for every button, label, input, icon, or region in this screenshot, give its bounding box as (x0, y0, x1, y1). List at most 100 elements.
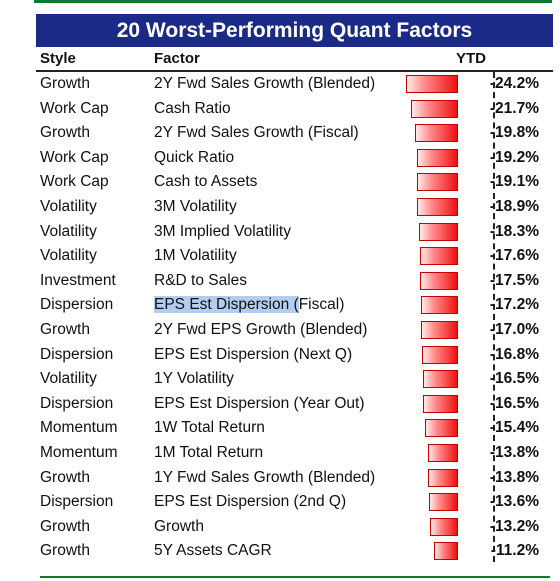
row-ytd: -13.8% (489, 443, 539, 461)
row-factor[interactable]: 2Y Fwd Sales Growth (Blended) (154, 75, 376, 92)
row-style: Growth (40, 320, 90, 338)
row-factor[interactable]: Growth (154, 517, 204, 535)
row-factor[interactable]: 5Y Assets CAGR (154, 542, 272, 560)
table-row: Volatility 1Y Volatility -16.5% (36, 367, 553, 392)
row-ytd: -16.5% (489, 370, 539, 388)
row-style: Work Cap (40, 148, 109, 166)
row-factor[interactable]: 3M Implied Volatility (154, 222, 291, 240)
row-style: Momentum (40, 419, 118, 437)
row-ytd: -17.6% (489, 247, 539, 265)
row-ytd: -13.6% (489, 493, 539, 511)
ytd-bar (416, 173, 458, 192)
row-ytd: -13.8% (489, 468, 539, 486)
ytd-bar (417, 197, 458, 216)
table-title: 20 Worst-Performing Quant Factors (36, 14, 553, 47)
row-factor[interactable]: 1W Total Return (154, 419, 265, 437)
row-factor[interactable]: R&D to Sales (154, 271, 248, 289)
row-factor[interactable]: 1M Volatility (154, 247, 237, 265)
ytd-bar (428, 468, 458, 487)
ytd-bar (411, 99, 458, 118)
row-factor-rest: Fiscal) (298, 296, 345, 314)
row-ytd: -17.5% (489, 271, 539, 289)
row-ytd: -19.8% (489, 124, 539, 142)
header-factor: Factor (154, 50, 200, 67)
table-row: Growth 2Y Fwd EPS Growth (Blended) -17.0% (36, 318, 553, 343)
table-row: Growth Growth -13.2% (36, 515, 553, 540)
table-row: Volatility 1M Volatility -17.6% (36, 244, 553, 269)
row-factor[interactable]: EPS Est Dispersion (2nd Q) (154, 493, 347, 511)
row-style: Dispersion (40, 296, 114, 314)
row-style: Work Cap (40, 99, 109, 117)
text-selection-highlight[interactable]: EPS Est Dispersion ( (154, 296, 299, 314)
ytd-bar (429, 517, 458, 536)
row-style: Growth (40, 517, 90, 535)
row-factor[interactable]: Quick Ratio (154, 148, 235, 166)
table-row: Growth 5Y Assets CAGR -11.2% (36, 539, 553, 564)
row-style: Dispersion (40, 394, 114, 412)
table-row: Momentum 1W Total Return -15.4% (36, 416, 553, 441)
row-ytd: -15.4% (489, 419, 539, 437)
row-ytd: -13.2% (489, 517, 539, 535)
header-ytd: YTD (456, 50, 486, 67)
ytd-bar (428, 443, 458, 462)
row-ytd: -18.9% (489, 197, 539, 215)
ytd-bar (406, 75, 458, 93)
row-factor[interactable]: 2Y Fwd Sales Growth (Fiscal) (154, 124, 359, 142)
row-factor[interactable]: 1M Total Return (154, 443, 264, 461)
table-row: Volatility 3M Implied Volatility -18.3% (36, 220, 553, 245)
table-header: Style Factor YTD (36, 48, 553, 72)
row-factor[interactable]: EPS Est Dispersion (Next Q) (154, 345, 353, 363)
ytd-bar (424, 419, 458, 438)
ytd-bar (421, 296, 458, 315)
table-row: Investment R&D to Sales -17.5% (36, 269, 553, 294)
row-ytd: -17.0% (489, 320, 539, 338)
row-factor[interactable]: 1Y Fwd Sales Growth (Blended) (154, 468, 376, 486)
ytd-bar (433, 542, 458, 561)
row-ytd: -17.2% (489, 296, 539, 314)
row-factor[interactable]: 2Y Fwd EPS Growth (Blended) (154, 320, 368, 338)
row-factor[interactable]: EPS Est Dispersion (Fiscal) (154, 296, 344, 314)
table-row: Growth 2Y Fwd Sales Growth (Blended) -24.2… (36, 72, 553, 97)
ytd-bar (422, 394, 458, 413)
row-style: Volatility (40, 370, 97, 388)
ytd-bar (418, 222, 458, 241)
row-ytd: -24.2% (489, 75, 539, 92)
row-ytd: -19.1% (489, 173, 539, 191)
table-row: Dispersion EPS Est Dispersion (Next Q) -16… (36, 343, 553, 368)
row-style: Volatility (40, 247, 97, 265)
row-factor[interactable]: Cash to Assets (154, 173, 258, 191)
ytd-bar (422, 370, 458, 389)
table-row: Volatility 3M Volatility -18.9% (36, 195, 553, 220)
row-style: Work Cap (40, 173, 109, 191)
ytd-bar (421, 320, 458, 339)
row-ytd: -19.2% (489, 148, 539, 166)
row-factor[interactable]: EPS Est Dispersion (Year Out) (154, 394, 365, 412)
row-ytd: -21.7% (489, 99, 539, 117)
row-style: Growth (40, 542, 90, 560)
row-factor[interactable]: 1Y Volatility (154, 370, 234, 388)
table-row: Momentum 1M Total Return -13.8% (36, 441, 553, 466)
ytd-bar (415, 124, 458, 143)
row-factor[interactable]: Cash Ratio (154, 99, 231, 117)
table-row: Dispersion EPS Est Dispersion (Fiscal) -17… (36, 293, 553, 318)
table-row: Dispersion EPS Est Dispersion (2nd Q) -13.… (36, 490, 553, 515)
table-row: Dispersion EPS Est Dispersion (Year Out) -… (36, 392, 553, 417)
table-body: Growth 2Y Fwd Sales Growth (Blended) -24.2… (36, 72, 553, 564)
row-style: Growth (40, 124, 90, 142)
row-style: Dispersion (40, 345, 114, 363)
ytd-bar (428, 493, 458, 512)
top-divider (34, 0, 552, 3)
row-style: Growth (40, 75, 90, 92)
row-ytd: -16.8% (489, 345, 539, 363)
table-row: Work Cap Cash to Assets -19.1% (36, 170, 553, 195)
row-factor[interactable]: 3M Volatility (154, 197, 237, 215)
row-ytd: -11.2% (490, 542, 539, 560)
row-style: Investment (40, 271, 116, 289)
row-ytd: -16.5% (489, 394, 539, 412)
row-ytd: -18.3% (489, 222, 539, 240)
table-row: Growth 2Y Fwd Sales Growth (Fiscal) -19.8% (36, 121, 553, 146)
header-style: Style (40, 50, 76, 67)
table-row: Growth 1Y Fwd Sales Growth (Blended) -13.8… (36, 466, 553, 491)
bar-axis (493, 72, 495, 562)
ytd-bar (420, 271, 458, 290)
